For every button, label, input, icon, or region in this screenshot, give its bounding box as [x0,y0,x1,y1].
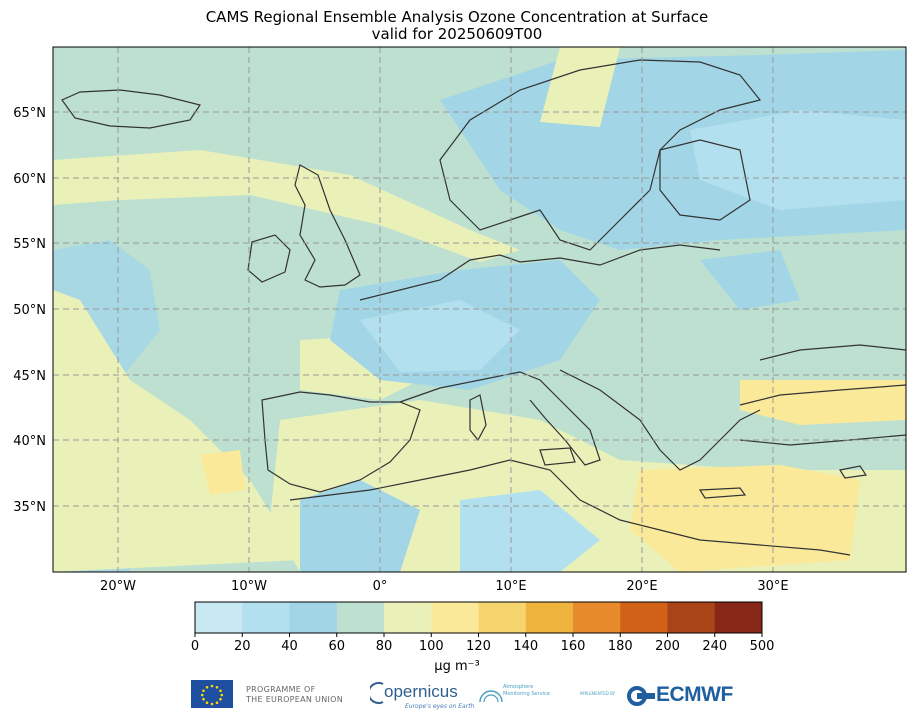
colorbar-bin [195,602,243,633]
lon-tick-label: 10°E [495,579,526,594]
lon-tick-label: 0° [373,579,388,594]
colorbar-tick-label: 140 [513,639,539,654]
colorbar-bin [431,602,479,633]
eu-text-line: PROGRAMME OF [246,685,316,694]
colorbar-tick-label: 80 [375,639,393,654]
copernicus-tagline: Europe's eyes on Earth [405,703,475,710]
map-field [53,47,906,572]
coastlines [61,59,906,556]
lon-tick-label: 20°E [626,579,657,594]
gridlines [53,47,906,572]
lat-tick-label: 40°N [13,434,46,449]
ecmwf-wordmark: ECMWF [656,683,733,706]
colorbar-bin [242,602,290,633]
colorbar-bin [714,602,763,633]
colorbar-tick-label: 180 [607,639,633,654]
colorbar-bin [620,602,668,633]
colorbar-tick-label: 160 [560,639,586,654]
map-title: CAMS Regional Ensemble Analysis Ozone Co… [205,8,709,26]
colorbar-tick-label: 40 [281,639,298,654]
cams-text-line: Atmosphere [503,684,534,690]
colorbar-tick-label: 200 [655,639,680,654]
colorbar-bin [525,602,574,633]
colorbar-ticks [194,633,763,637]
map-frame [52,46,907,573]
lat-tick-label: 65°N [13,106,46,121]
colorbar-bin [289,602,338,633]
cams-text-line: Monitoring Service [503,691,550,697]
copernicus-wordmark: opernicus [384,682,458,701]
colorbar-units: μg m⁻³ [434,659,480,674]
map-subtitle: valid for 20250609T00 [371,25,543,43]
lat-tick-label: 35°N [13,500,46,515]
colorbar-bin [384,602,432,633]
implemented-by-text: IMPLEMENTED BY [580,691,616,696]
cams-text: Atmosphere Monitoring Service [503,684,550,698]
colorbar-tick-label: 120 [466,639,491,654]
colorbar-tick-label: 100 [418,639,444,654]
lon-tick-label: 20°W [100,579,136,594]
eu-flag-icon [191,680,233,708]
longitude-labels: 20°W 10°W 0° 10°E 20°E 30°E [100,579,789,594]
lat-tick-label: 45°N [13,369,46,384]
latitude-labels: 65°N 60°N 55°N 50°N 45°N 40°N 35°N [13,106,46,515]
colorbar-bin [573,602,621,633]
colorbar-tick-label: 0 [190,639,200,654]
colorbar-bin [667,602,716,633]
colorbar-tick-label: 240 [702,639,728,654]
ecmwf-logo-icon [627,686,655,706]
cams-logo-icon [479,690,503,703]
lon-tick-label: 10°W [231,579,267,594]
colorbar-tick-label: 60 [328,639,346,654]
logo-strip: PROGRAMME OF THE EUROPEAN UNION opernicu… [0,676,914,720]
colorbar-bin [336,602,385,633]
lon-tick-label: 30°E [757,579,788,594]
eu-programme-text: PROGRAMME OF THE EUROPEAN UNION [246,685,343,705]
copernicus-logo-icon [370,682,384,704]
colorbar-tick-label: 500 [749,639,775,654]
eu-text-line: THE EUROPEAN UNION [246,695,344,704]
lat-tick-label: 55°N [13,237,46,252]
lat-tick-label: 50°N [13,303,46,318]
colorbar-tick-label: 20 [233,639,251,654]
lat-tick-label: 60°N [13,172,46,187]
colorbar [195,602,763,633]
colorbar-bin [478,602,527,633]
